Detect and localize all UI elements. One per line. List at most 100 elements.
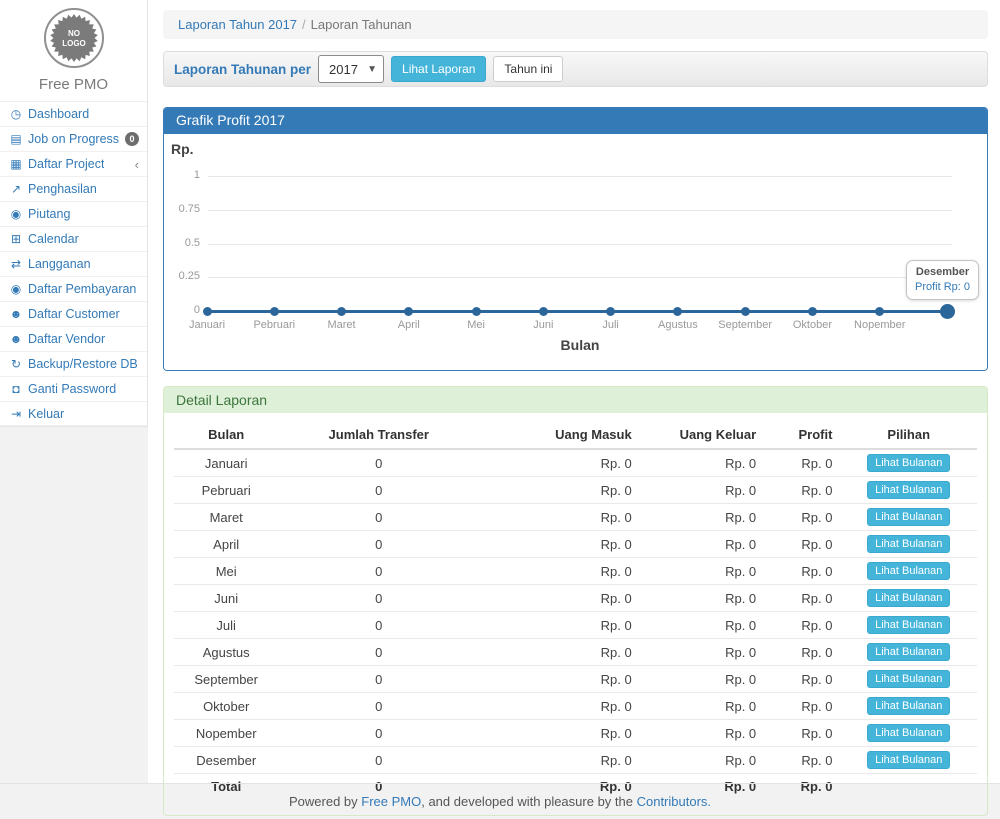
lihat-bulanan-button-september[interactable]: Lihat Bulanan — [867, 670, 950, 688]
cell-jumlah_transfer: 0 — [278, 558, 479, 585]
line-chart-icon: ↗ — [8, 182, 24, 196]
chart-point-agustus[interactable] — [673, 307, 682, 316]
sidebar-item-dashboard[interactable]: ◷ Dashboard — [0, 101, 147, 126]
footer-link-contributors[interactable]: Contributors. — [637, 794, 711, 809]
sidebar-item-label: Dashboard — [28, 107, 89, 121]
cell-profit: Rp. 0 — [764, 558, 840, 585]
users-icon: ☻ — [8, 307, 24, 321]
cell-bulan: Pebruari — [174, 477, 278, 504]
chart-point-september[interactable] — [741, 307, 750, 316]
detail-panel-title: Detail Laporan — [164, 387, 987, 413]
filter-bar: Laporan Tahunan per 2017 ▼ Lihat Laporan… — [163, 51, 988, 87]
cell-pilihan: Lihat Bulanan — [840, 666, 977, 693]
sidebar-item-daftar-pembayaran[interactable]: ◉Daftar Pembayaran — [0, 276, 147, 301]
cell-uang_masuk: Rp. 0 — [479, 558, 640, 585]
cell-uang_masuk: Rp. 0 — [479, 720, 640, 747]
cell-uang_keluar: Rp. 0 — [640, 449, 764, 477]
sidebar-item-calendar[interactable]: ⊞Calendar — [0, 226, 147, 251]
y-tick-label: 0.75 — [164, 203, 200, 215]
tahun-ini-button[interactable]: Tahun ini — [493, 56, 563, 82]
sidebar-item-langganan[interactable]: ⇄Langganan — [0, 251, 147, 276]
sidebar-item-label: Daftar Project — [28, 157, 104, 171]
lihat-bulanan-button-maret[interactable]: Lihat Bulanan — [867, 508, 950, 526]
lihat-bulanan-button-januari[interactable]: Lihat Bulanan — [867, 454, 950, 472]
cell-bulan: Nopember — [174, 720, 278, 747]
cell-uang_masuk: Rp. 0 — [479, 666, 640, 693]
users-icon: ☻ — [8, 332, 24, 346]
cell-uang_keluar: Rp. 0 — [640, 666, 764, 693]
sidebar-item-ganti-password[interactable]: ◘Ganti Password — [0, 376, 147, 401]
lihat-bulanan-button-oktober[interactable]: Lihat Bulanan — [867, 697, 950, 715]
gridline-y-0.25 — [208, 277, 952, 278]
cell-uang_keluar: Rp. 0 — [640, 747, 764, 774]
sidebar-item-penghasilan[interactable]: ↗Penghasilan — [0, 176, 147, 201]
cell-jumlah_transfer: 0 — [278, 612, 479, 639]
cell-uang_masuk: Rp. 0 — [479, 504, 640, 531]
chart-point-pebruari[interactable] — [270, 307, 279, 316]
year-select[interactable]: 2017 ▼ — [318, 55, 384, 83]
lihat-bulanan-button-pebruari[interactable]: Lihat Bulanan — [867, 481, 950, 499]
sidebar-item-piutang[interactable]: ◉Piutang — [0, 201, 147, 226]
footer-link-free-pmo[interactable]: Free PMO — [361, 794, 421, 809]
chart-point-nopember[interactable] — [875, 307, 884, 316]
table-row-april: April0Rp. 0Rp. 0Rp. 0Lihat Bulanan — [174, 531, 977, 558]
lihat-laporan-button[interactable]: Lihat Laporan — [391, 56, 486, 82]
table-row-oktober: Oktober0Rp. 0Rp. 0Rp. 0Lihat Bulanan — [174, 693, 977, 720]
tasks-icon: ▤ — [8, 132, 24, 146]
y-tick-label: 0.25 — [164, 270, 200, 282]
column-header-jumlah-transfer: Jumlah Transfer — [278, 421, 479, 449]
cell-uang_masuk: Rp. 0 — [479, 449, 640, 477]
breadcrumb-link-laporan-tahun[interactable]: Laporan Tahun 2017 — [178, 17, 297, 32]
sidebar-item-keluar[interactable]: ⇥Keluar — [0, 401, 147, 426]
table-icon: ▦ — [8, 157, 24, 171]
cell-jumlah_transfer: 0 — [278, 504, 479, 531]
no-logo-image: NO LOGO — [43, 7, 105, 69]
lihat-bulanan-button-juli[interactable]: Lihat Bulanan — [867, 616, 950, 634]
chart-point-desember[interactable] — [940, 304, 955, 319]
cell-bulan: Mei — [174, 558, 278, 585]
sidebar-item-daftar-vendor[interactable]: ☻Daftar Vendor — [0, 326, 147, 351]
y-tick-label: 1 — [164, 169, 200, 181]
sidebar-item-daftar-customer[interactable]: ☻Daftar Customer — [0, 301, 147, 326]
chart-point-maret[interactable] — [337, 307, 346, 316]
cell-bulan: September — [174, 666, 278, 693]
gridline-y-1 — [208, 176, 952, 177]
chart-point-januari[interactable] — [203, 307, 212, 316]
footer: Powered by Free PMO, and developed with … — [0, 783, 1000, 819]
caret-down-icon: ▼ — [367, 64, 377, 75]
lihat-bulanan-button-april[interactable]: Lihat Bulanan — [867, 535, 950, 553]
sidebar-item-job-on-progress[interactable]: ▤Job on Progress0 — [0, 126, 147, 151]
table-row-mei: Mei0Rp. 0Rp. 0Rp. 0Lihat Bulanan — [174, 558, 977, 585]
chart-point-oktober[interactable] — [808, 307, 817, 316]
cell-uang_masuk: Rp. 0 — [479, 639, 640, 666]
lihat-bulanan-button-juni[interactable]: Lihat Bulanan — [867, 589, 950, 607]
cell-uang_masuk: Rp. 0 — [479, 477, 640, 504]
sidebar-item-label: Piutang — [28, 207, 70, 221]
cell-uang_keluar: Rp. 0 — [640, 477, 764, 504]
detail-panel: Detail Laporan BulanJumlah TransferUang … — [163, 386, 988, 816]
dashboard-icon: ◷ — [8, 107, 24, 121]
cell-uang_masuk: Rp. 0 — [479, 747, 640, 774]
cell-uang_keluar: Rp. 0 — [640, 612, 764, 639]
sidebar-item-daftar-project[interactable]: ▦Daftar Project‹ — [0, 151, 147, 176]
chart-point-april[interactable] — [404, 307, 413, 316]
lihat-bulanan-button-mei[interactable]: Lihat Bulanan — [867, 562, 950, 580]
lihat-bulanan-button-agustus[interactable]: Lihat Bulanan — [867, 643, 950, 661]
chart-point-juli[interactable] — [606, 307, 615, 316]
lihat-bulanan-button-desember[interactable]: Lihat Bulanan — [867, 751, 950, 769]
chart-point-juni[interactable] — [539, 307, 548, 316]
chart-point-mei[interactable] — [472, 307, 481, 316]
cell-jumlah_transfer: 0 — [278, 531, 479, 558]
cell-profit: Rp. 0 — [764, 585, 840, 612]
lihat-bulanan-button-nopember[interactable]: Lihat Bulanan — [867, 724, 950, 742]
cell-uang_keluar: Rp. 0 — [640, 720, 764, 747]
cell-pilihan: Lihat Bulanan — [840, 531, 977, 558]
y-axis-title: Rp. — [171, 141, 194, 157]
breadcrumb-current: Laporan Tahunan — [311, 17, 412, 32]
sidebar-item-backup-restore-db[interactable]: ↻Backup/Restore DB — [0, 351, 147, 376]
table-row-nopember: Nopember0Rp. 0Rp. 0Rp. 0Lihat Bulanan — [174, 720, 977, 747]
cell-jumlah_transfer: 0 — [278, 720, 479, 747]
cell-uang_keluar: Rp. 0 — [640, 693, 764, 720]
cell-bulan: Agustus — [174, 639, 278, 666]
chart-tooltip: Desember Profit Rp: 0 — [906, 260, 979, 300]
